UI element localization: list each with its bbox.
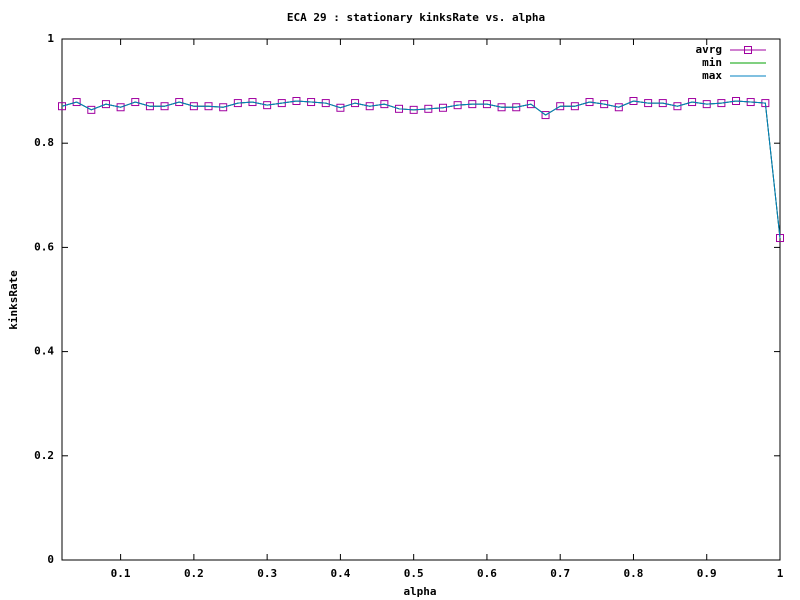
data-point (116, 103, 125, 112)
x-tick-label: 0.9 (697, 567, 717, 580)
legend-label: max (702, 69, 722, 82)
y-tick-label: 0.6 (34, 240, 54, 253)
x-tick-label: 0.2 (184, 567, 204, 580)
x-tick-label: 0.1 (111, 567, 131, 580)
data-point (101, 100, 110, 109)
series-line (61, 100, 781, 239)
y-tick-label: 1 (47, 32, 54, 45)
data-point (175, 98, 184, 107)
x-tick-label: 0.7 (550, 567, 570, 580)
data-point (131, 98, 140, 107)
series-line (61, 100, 781, 239)
y-tick-label: 0.4 (34, 345, 54, 358)
data-point (336, 103, 345, 112)
x-tick-label: 0.4 (330, 567, 350, 580)
data-point (614, 103, 623, 112)
y-tick-label: 0.8 (34, 136, 54, 149)
x-tick-label: 1 (777, 567, 784, 580)
data-point (351, 99, 360, 108)
x-tick-label: 0.5 (404, 567, 424, 580)
data-point (541, 111, 550, 120)
x-tick-label: 0.3 (257, 567, 277, 580)
legend-marker (744, 46, 752, 54)
series-line (61, 100, 781, 239)
data-point (526, 100, 535, 109)
y-axis-label: kinksRate (7, 270, 20, 330)
plot-frame (61, 38, 781, 561)
y-tick-label: 0.2 (34, 449, 54, 462)
y-tick-label: 0 (47, 553, 54, 566)
data-point (673, 102, 682, 111)
x-axis-label: alpha (403, 585, 436, 598)
chart-title: ECA 29 : stationary kinksRate vs. alpha (287, 11, 545, 24)
legend-label: min (702, 56, 722, 69)
data-point (58, 102, 66, 111)
data-point (72, 98, 81, 107)
legend-label: avrg (696, 43, 723, 56)
x-tick-label: 0.8 (624, 567, 644, 580)
x-tick-label: 0.6 (477, 567, 497, 580)
data-point (87, 105, 96, 114)
